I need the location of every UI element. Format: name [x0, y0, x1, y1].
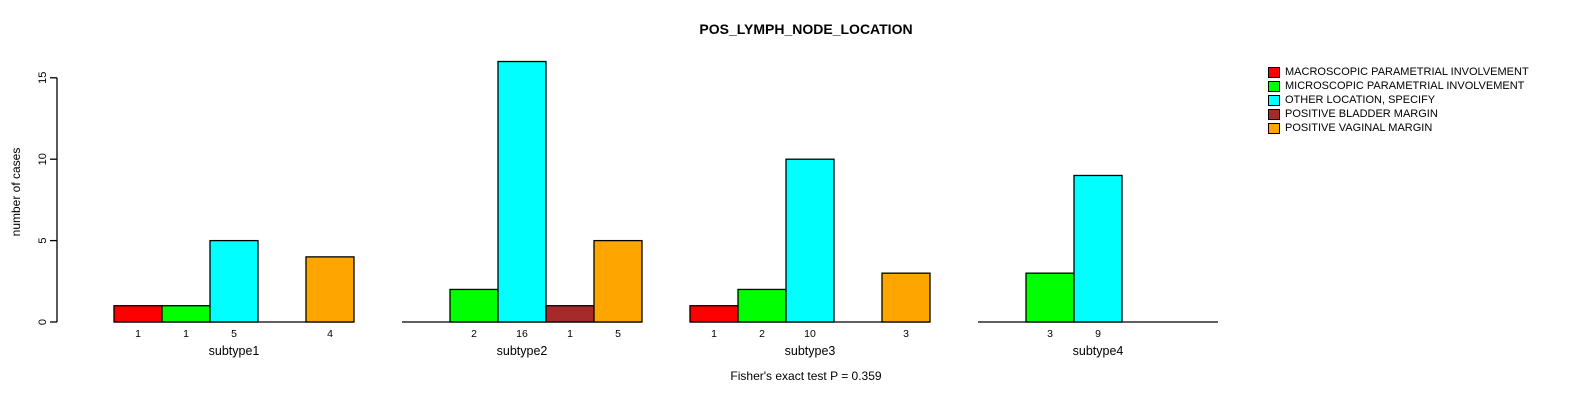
bar-value-label: 1: [567, 328, 573, 340]
bar-value-label: 1: [183, 328, 189, 340]
bar: [593, 239, 643, 323]
bar-value-label: 3: [1047, 328, 1053, 340]
legend-swatch: [1268, 108, 1280, 120]
legend-label: MICROSCOPIC PARAMETRIAL INVOLVEMENT: [1285, 80, 1525, 92]
bar-value-label: 2: [471, 328, 477, 340]
bar: [305, 256, 355, 323]
legend-item: POSITIVE BLADDER MARGIN: [1268, 107, 1529, 121]
bar-value-label: 1: [135, 328, 141, 340]
legend-swatch: [1268, 94, 1280, 106]
bar-value-label: 16: [516, 328, 528, 340]
bar-value-label: 10: [804, 328, 816, 340]
bar: [209, 239, 259, 323]
bar-value-label: 1: [711, 328, 717, 340]
bar: [737, 288, 787, 323]
bar: [113, 305, 163, 323]
legend: MACROSCOPIC PARAMETRIAL INVOLVEMENT MICRO…: [1268, 65, 1529, 135]
legend-item: MICROSCOPIC PARAMETRIAL INVOLVEMENT: [1268, 79, 1529, 93]
bar-value-label: 2: [759, 328, 765, 340]
x-axis-category-label: subtype1: [209, 344, 260, 358]
bar-value-label: 9: [1095, 328, 1101, 340]
x-axis-category-label: subtype3: [785, 344, 836, 358]
bar: [785, 158, 835, 323]
x-axis-category-label: subtype4: [1073, 344, 1124, 358]
bar: [161, 305, 211, 323]
bar: [689, 305, 739, 323]
legend-label: MACROSCOPIC PARAMETRIAL INVOLVEMENT: [1285, 66, 1529, 78]
fisher-test-note: Fisher's exact test P = 0.359: [730, 369, 882, 383]
y-axis-tick-label: 5: [37, 238, 49, 244]
bar: [497, 60, 547, 323]
bar-value-label: 4: [327, 328, 333, 340]
bar: [545, 305, 595, 323]
legend-item: OTHER LOCATION, SPECIFY: [1268, 93, 1529, 107]
bar-value-label: 5: [615, 328, 621, 340]
legend-swatch: [1268, 80, 1280, 92]
y-axis-tick-label: 0: [37, 319, 49, 325]
y-axis-tick-label: 15: [37, 72, 49, 84]
legend-item: POSITIVE VAGINAL MARGIN: [1268, 121, 1529, 135]
y-axis-tick-label: 10: [37, 153, 49, 165]
legend-label: POSITIVE BLADDER MARGIN: [1285, 108, 1438, 120]
bar-value-label: 5: [231, 328, 237, 340]
bar: [449, 288, 499, 323]
bar: [881, 272, 931, 323]
bar: [1025, 272, 1075, 323]
bar-value-label: 3: [903, 328, 909, 340]
chart-title: POS_LYMPH_NODE_LOCATION: [699, 21, 913, 37]
legend-swatch: [1268, 122, 1280, 134]
legend-swatch: [1268, 66, 1280, 78]
x-axis-category-label: subtype2: [497, 344, 548, 358]
legend-label: OTHER LOCATION, SPECIFY: [1285, 94, 1436, 106]
legend-item: MACROSCOPIC PARAMETRIAL INVOLVEMENT: [1268, 65, 1529, 79]
legend-label: POSITIVE VAGINAL MARGIN: [1285, 122, 1433, 134]
bar: [1073, 174, 1123, 323]
